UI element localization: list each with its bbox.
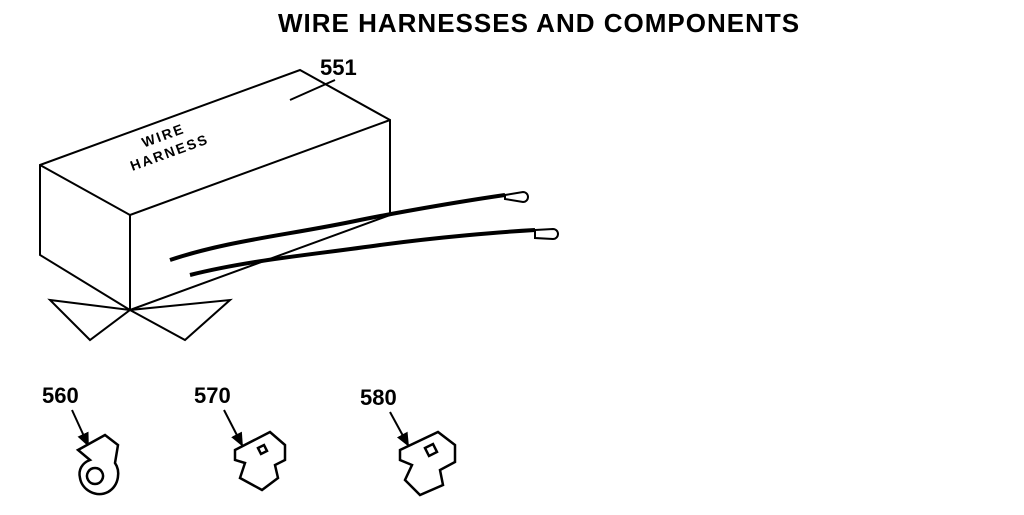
- terminal-560: [78, 435, 118, 494]
- terminal-580: [400, 432, 455, 495]
- callout-label-570: 570: [194, 383, 231, 409]
- terminals: [78, 432, 455, 495]
- callout-line-560: [72, 410, 88, 445]
- callout-label-560: 560: [42, 383, 79, 409]
- callout-line-570: [224, 410, 242, 445]
- callout-label-580: 580: [360, 385, 397, 411]
- wire-harness-box: WIRE HARNESS: [40, 70, 390, 340]
- diagram-canvas: WIRE HARNESS: [0, 0, 1024, 515]
- callout-line-580: [390, 412, 408, 445]
- terminal-570: [235, 432, 285, 490]
- callout-label-551: 551: [320, 55, 357, 81]
